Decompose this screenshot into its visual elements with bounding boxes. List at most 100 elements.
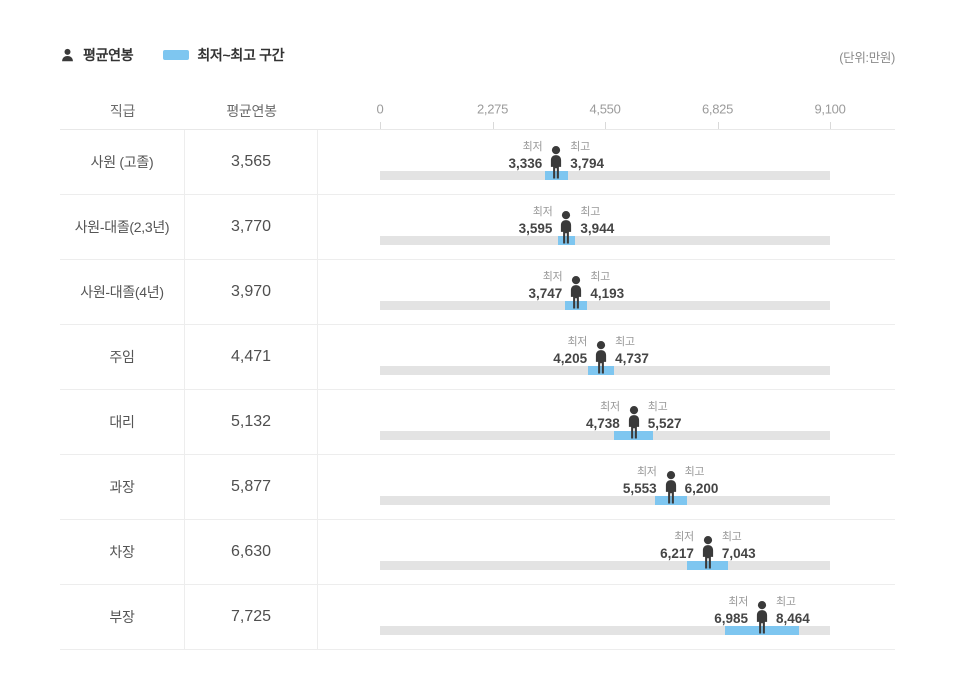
table-row: 사원-대졸(4년) 3,970 최저 3,747 최고 4,193	[60, 260, 895, 325]
range-chart-cell: 최저 4,205 최고 4,737	[318, 325, 895, 389]
grade-label: 사원-대졸(4년)	[80, 284, 164, 300]
range-chart-cell: 최저 3,595 최고 3,944	[318, 195, 895, 259]
grade-cell: 대리	[60, 390, 185, 454]
person-marker-icon	[545, 145, 567, 180]
average-salary-cell: 7,725	[185, 585, 318, 649]
table-body: 사원 (고졸) 3,565 최저 3,336 최고 3,794	[60, 130, 895, 650]
legend-item-average: 평균연봉	[60, 45, 134, 65]
range-chart-cell: 최저 5,553 최고 6,200	[318, 455, 895, 519]
grade-label: 사원-대졸(2,3년)	[74, 219, 170, 235]
min-value: 4,738	[585, 416, 620, 431]
min-value: 6,985	[714, 611, 749, 626]
min-value: 4,205	[553, 351, 588, 366]
grade-label: 과장	[109, 479, 135, 495]
range-bar	[557, 236, 576, 245]
table-header-row: 직급 평균연봉 0 2,275 4,550 6,825 9,100	[60, 92, 895, 130]
max-caption: 최고	[580, 206, 601, 218]
max-caption: 최고	[615, 336, 635, 348]
range-chart-cell: 최저 6,217 최고 7,043	[318, 520, 895, 584]
max-label: 최고 8,464	[776, 593, 810, 626]
min-label: 최저 4,738	[586, 398, 620, 431]
person-marker-icon	[660, 470, 682, 505]
table-row: 대리 5,132 최저 4,738 최고 5,527	[60, 390, 895, 455]
axis-tick-mark	[492, 122, 494, 129]
legend-item-range: 최저~최고 구간	[163, 45, 285, 65]
salary-table: 직급 평균연봉 0 2,275 4,550 6,825 9,100 사원 (고졸) 3,…	[60, 92, 895, 650]
axis-tick-label: 2,275	[476, 101, 509, 117]
max-label: 최고 3,944	[580, 203, 614, 236]
average-salary-cell: 3,770	[185, 195, 318, 259]
min-label: 최저 4,205	[553, 333, 587, 366]
min-caption: 최저	[567, 336, 588, 348]
salary-chart-page: 평균연봉 최저~최고 구간 (단위:만원) 직급 평균연봉 0 2,275 4,55…	[60, 45, 895, 650]
person-marker-icon	[565, 275, 587, 310]
min-caption: 최저	[542, 271, 563, 283]
table-row: 주임 4,471 최저 4,205 최고 4,737	[60, 325, 895, 390]
grade-label: 부장	[109, 609, 135, 625]
average-salary-cell: 6,630	[185, 520, 318, 584]
min-value: 3,747	[528, 286, 563, 301]
max-caption: 최고	[721, 531, 742, 543]
min-value: 3,595	[518, 221, 553, 236]
average-salary-value: 3,565	[230, 153, 272, 170]
legend-average-label: 평균연봉	[83, 47, 134, 63]
axis-tick-mark	[717, 122, 719, 129]
range-track	[380, 496, 830, 505]
grade-label: 주임	[109, 349, 135, 365]
grade-label: 사원 (고졸)	[90, 154, 154, 170]
min-caption: 최저	[728, 596, 749, 608]
legend: 평균연봉 최저~최고 구간 (단위:만원)	[60, 45, 895, 65]
axis-tick-mark	[605, 122, 606, 129]
average-salary-value: 5,132	[230, 413, 272, 430]
average-salary-value: 3,770	[230, 218, 272, 235]
average-salary-cell: 3,565	[185, 130, 318, 194]
legend-range-label: 최저~최고 구간	[197, 47, 285, 63]
axis-tick-label: 4,550	[589, 101, 621, 117]
max-value: 3,944	[580, 221, 615, 236]
max-value: 5,527	[647, 416, 682, 431]
axis-tick-label: 9,100	[814, 101, 846, 117]
range-track	[380, 431, 830, 440]
range-track	[380, 561, 830, 570]
max-value: 7,043	[721, 546, 756, 561]
unit-note: (단위:만원)	[839, 51, 895, 65]
average-salary-value: 4,471	[230, 348, 272, 365]
min-label: 최저 3,747	[529, 268, 563, 301]
max-caption: 최고	[647, 401, 668, 413]
max-caption: 최고	[684, 466, 705, 478]
person-marker-icon	[623, 405, 645, 440]
axis-tick-mark	[830, 122, 831, 129]
range-bar	[587, 366, 615, 375]
min-label: 최저 3,595	[519, 203, 553, 236]
grade-cell: 사원 (고졸)	[60, 130, 185, 194]
grade-cell: 과장	[60, 455, 185, 519]
person-marker-icon	[590, 340, 612, 375]
min-caption: 최저	[674, 531, 694, 543]
max-value: 3,794	[570, 156, 605, 171]
average-salary-cell: 5,877	[185, 455, 318, 519]
axis-tick-mark	[380, 122, 381, 129]
table-row: 사원-대졸(2,3년) 3,770 최저 3,595 최고 3,9	[60, 195, 895, 260]
max-caption: 최고	[570, 141, 590, 153]
axis-tick-label: 6,825	[701, 101, 734, 117]
grade-cell: 사원-대졸(4년)	[60, 260, 185, 324]
max-label: 최고 7,043	[722, 528, 756, 561]
header-axis: 0 2,275 4,550 6,825 9,100	[318, 92, 895, 129]
max-value: 6,200	[684, 481, 719, 496]
average-salary-value: 7,725	[230, 608, 272, 625]
header-grade: 직급	[109, 102, 136, 119]
person-marker-icon	[697, 535, 719, 570]
range-bar	[544, 171, 568, 180]
table-row: 사원 (고졸) 3,565 최저 3,336 최고 3,794	[60, 130, 895, 195]
table-row: 차장 6,630 최저 6,217 최고 7,043	[60, 520, 895, 585]
min-label: 최저 6,217	[660, 528, 694, 561]
grade-cell: 부장	[60, 585, 185, 649]
max-value: 8,464	[776, 611, 810, 626]
average-salary-value: 3,970	[230, 283, 272, 300]
table-row: 과장 5,877 최저 5,553 최고 6,200	[60, 455, 895, 520]
max-value: 4,193	[590, 286, 625, 301]
min-caption: 최저	[636, 466, 657, 478]
range-chart-cell: 최저 6,985 최고 8,464	[318, 585, 895, 649]
max-label: 최고 4,737	[615, 333, 649, 366]
max-label: 최고 6,200	[685, 463, 719, 496]
